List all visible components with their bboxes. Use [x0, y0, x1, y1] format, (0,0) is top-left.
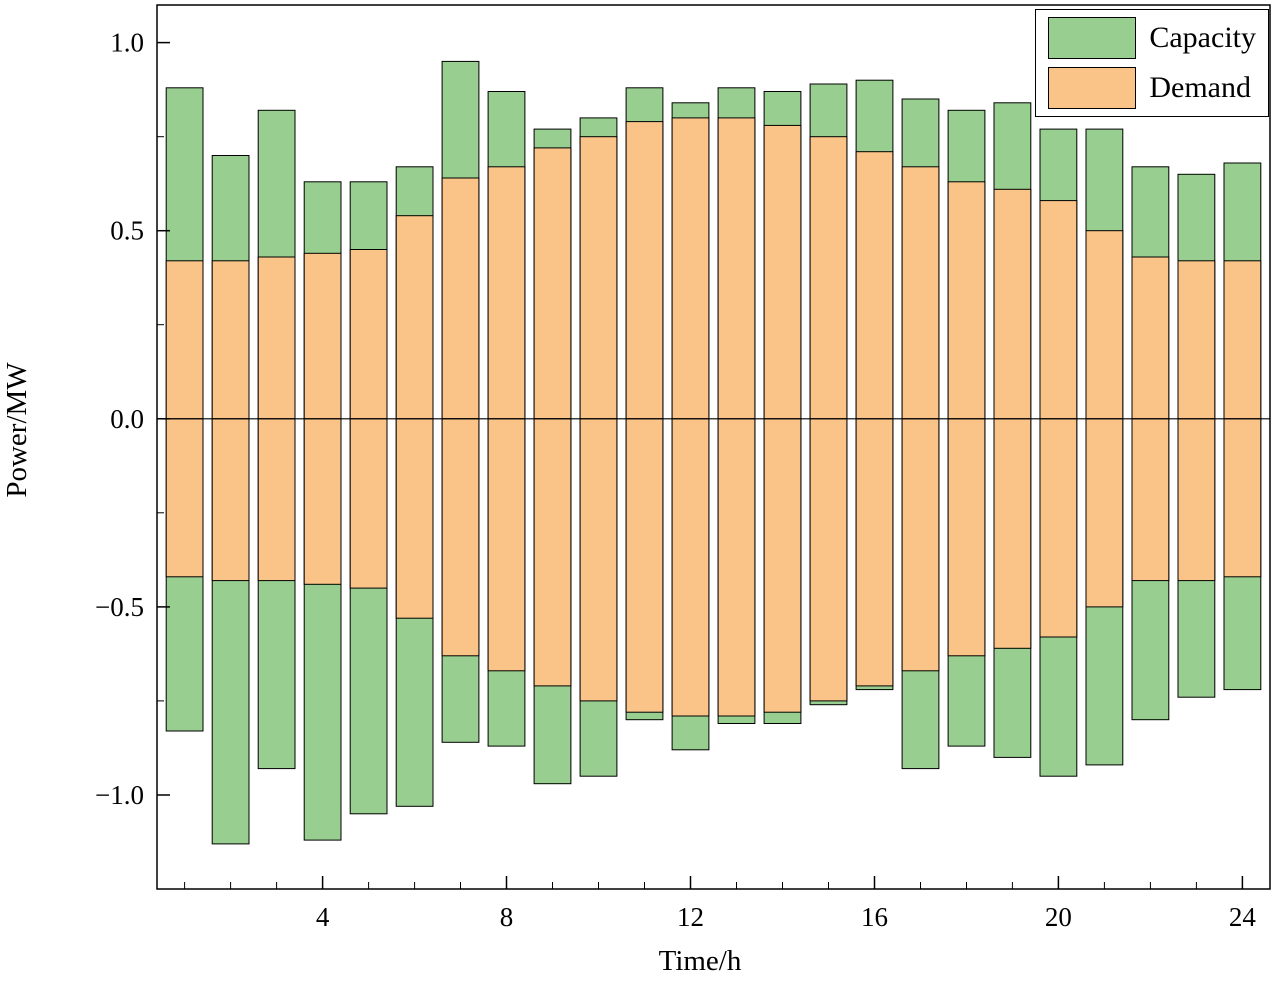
- legend-label-capacity: Capacity: [1149, 21, 1256, 54]
- demand-bar: [1177, 260, 1216, 420]
- demand-bar: [717, 418, 756, 717]
- demand-bar: [763, 124, 802, 420]
- demand-bar: [303, 252, 342, 420]
- demand-bar: [671, 117, 710, 420]
- demand-bar: [1177, 418, 1216, 582]
- demand-bar: [1223, 418, 1262, 578]
- demand-bar: [717, 117, 756, 420]
- demand-bar: [947, 181, 986, 420]
- demand-bar: [487, 418, 526, 672]
- demand-bar: [855, 418, 894, 687]
- legend-item-capacity: Capacity: [1048, 17, 1256, 59]
- demand-bar: [257, 256, 296, 420]
- demand-bar: [533, 418, 572, 687]
- y-tick-label: 0.5: [110, 216, 144, 246]
- x-axis-title: Time/h: [659, 945, 742, 977]
- demand-bar: [901, 166, 940, 420]
- capacity-swatch: [1048, 17, 1137, 59]
- x-tick-label: 20: [1045, 902, 1072, 932]
- demand-bar: [1039, 200, 1078, 420]
- legend-label-demand: Demand: [1149, 71, 1251, 104]
- demand-bar: [349, 418, 388, 589]
- demand-bar: [625, 121, 664, 420]
- x-tick-label: 16: [861, 902, 888, 932]
- demand-bar: [809, 418, 848, 702]
- axes-layer: 1.0 0.5 0.0 −0.5 −1.0 4 8 12 16 20 24: [95, 4, 1271, 932]
- y-tick-label: 0.0: [110, 404, 144, 434]
- demand-bar: [763, 418, 802, 713]
- legend: Capacity Demand: [1035, 9, 1269, 117]
- demand-bar: [579, 136, 618, 420]
- demand-bar: [1131, 418, 1170, 582]
- demand-bar: [993, 188, 1032, 420]
- demand-bar: [1085, 418, 1124, 608]
- demand-bar: [855, 151, 894, 420]
- demand-bar: [441, 418, 480, 657]
- demand-bar: [165, 260, 204, 420]
- demand-bar: [165, 418, 204, 578]
- y-tick-label: 1.0: [110, 28, 144, 58]
- x-tick-label: 8: [500, 902, 514, 932]
- demand-bar: [1131, 256, 1170, 420]
- demand-bar: [349, 249, 388, 420]
- x-tick-label: 24: [1229, 902, 1257, 932]
- demand-bar: [441, 177, 480, 420]
- legend-item-demand: Demand: [1048, 67, 1256, 109]
- demand-bar: [211, 418, 250, 582]
- demand-bar: [625, 418, 664, 713]
- demand-bar: [211, 260, 250, 420]
- demand-bar: [303, 418, 342, 585]
- demand-bar: [1223, 260, 1262, 420]
- x-tick-label: 4: [316, 902, 330, 932]
- demand-bar: [671, 418, 710, 717]
- demand-bar: [809, 136, 848, 420]
- y-tick-label: −0.5: [95, 592, 144, 622]
- demand-bar: [1039, 418, 1078, 638]
- demand-bar: [395, 215, 434, 420]
- demand-bar: [487, 166, 526, 420]
- bars-layer: [165, 60, 1262, 845]
- plot-border: [156, 4, 1271, 890]
- demand-bar: [395, 418, 434, 619]
- y-axis-title: Power/MW: [1, 362, 33, 498]
- demand-bar: [1085, 230, 1124, 420]
- demand-bar: [993, 418, 1032, 649]
- y-tick-label: −1.0: [95, 780, 144, 810]
- demand-bar: [533, 147, 572, 420]
- demand-bar: [947, 418, 986, 657]
- demand-bar: [257, 418, 296, 582]
- x-tick-label: 12: [677, 902, 704, 932]
- demand-bar: [579, 418, 618, 702]
- demand-bar: [901, 418, 940, 672]
- demand-swatch: [1048, 67, 1137, 109]
